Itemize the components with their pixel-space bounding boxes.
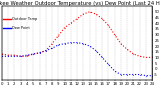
Title: Milwaukee Weather Outdoor Temperature (vs) Dew Point (Last 24 Hours): Milwaukee Weather Outdoor Temperature (v… <box>0 1 160 6</box>
Text: Outdoor Temp: Outdoor Temp <box>12 17 38 21</box>
Text: Dew Point: Dew Point <box>12 26 30 30</box>
